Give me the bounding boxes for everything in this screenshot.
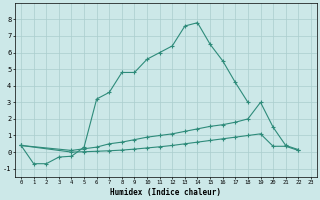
X-axis label: Humidex (Indice chaleur): Humidex (Indice chaleur) (110, 188, 221, 197)
